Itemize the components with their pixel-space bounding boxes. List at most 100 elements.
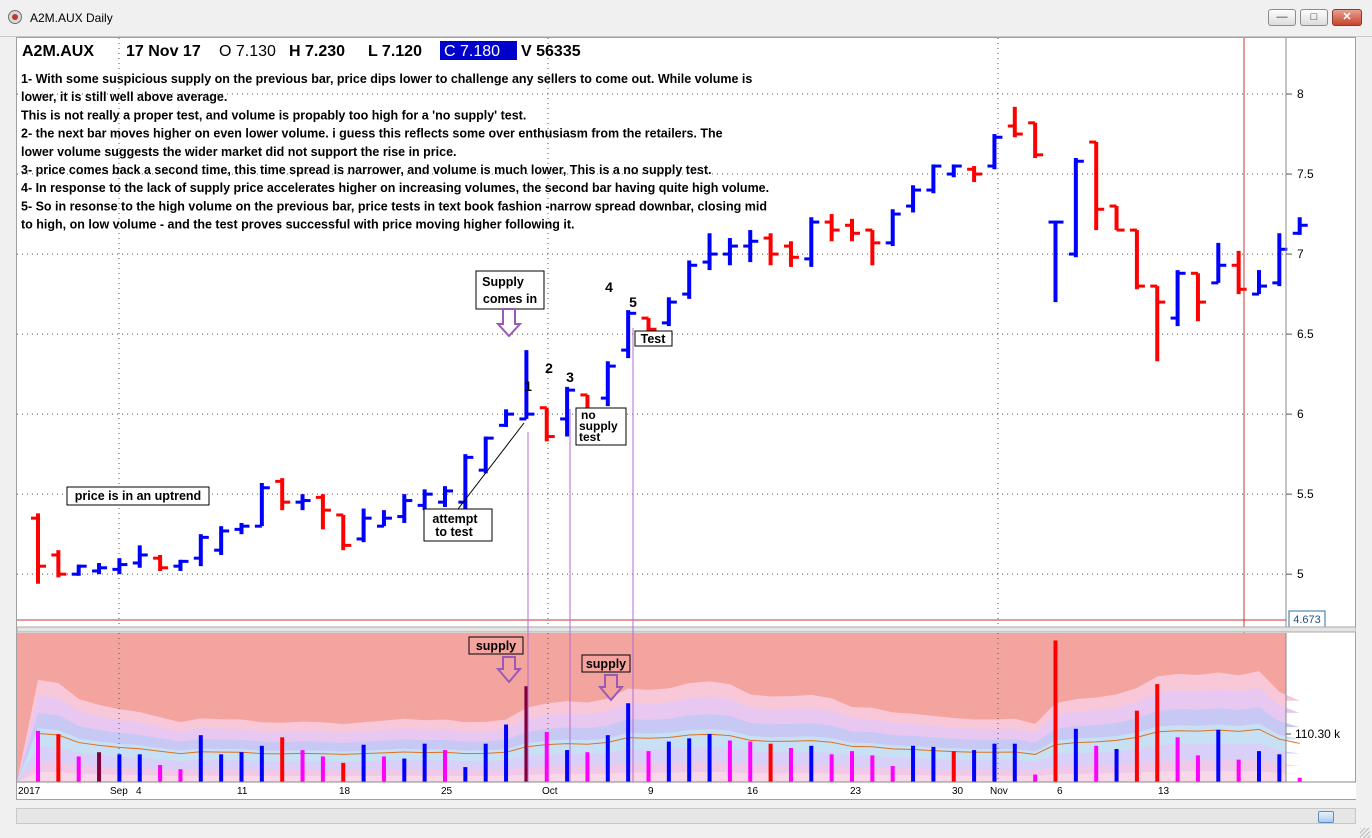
volume-bar [56,734,61,782]
ohlc-bar [1068,158,1084,258]
volume-bar [1257,751,1261,782]
volume-supply-label-2: supply [586,657,626,671]
note-line: lower, it is still well above average. [21,90,227,104]
ohlc-bar [661,297,677,327]
volume-bar [788,747,793,782]
ohlc-bar [1028,121,1044,159]
window-title: A2M.AUX Daily [30,11,113,25]
minimize-button[interactable]: — [1268,9,1296,26]
ohlc-bar [621,310,637,359]
supply-comes-box [475,270,545,310]
ohlc-bar [1109,204,1125,232]
ohlc-bar [845,218,860,242]
volume-bar [381,756,386,782]
ohlc-bar [112,558,128,575]
volume-bar [850,751,854,782]
volume-bar [422,743,427,782]
ohlc-bar [295,494,311,511]
ohlc-bar [397,494,413,523]
ohlc-bar [1170,270,1186,327]
ohlc-bar [906,185,922,213]
note-line: 5- So in resonse to the high volume on t… [21,199,767,213]
volume-bar [97,752,102,782]
window-titlebar: A2M.AUX Daily — □ ✕ [0,0,1372,37]
volume-bar [1155,684,1160,782]
volume-bar [158,764,163,782]
volume-bar [1134,710,1139,782]
ohlc-bar [1211,242,1227,285]
maximize-button[interactable]: □ [1300,9,1328,26]
x-label: 13 [1158,786,1170,797]
price-tick-label: 5 [1297,567,1304,581]
ohlc-bar [702,233,718,271]
panel-splitter[interactable] [16,626,1356,633]
ohlc-bar [71,564,87,576]
ohlc-bar [1292,217,1308,235]
volume-bar [219,754,224,782]
volume-bar [1114,749,1119,782]
ohlc-bar [539,406,555,442]
ohlc-bar [1129,228,1145,290]
ohlc-bar [600,361,616,407]
ohlc-bar [560,386,576,437]
ohlc-bar [173,559,189,571]
x-label: 9 [648,786,654,797]
volume-bar [829,754,834,782]
ohlc-bar [1231,250,1247,295]
price-tick-label: 5.5 [1297,487,1314,501]
volume-bar [585,752,590,782]
volume-bar [504,724,509,782]
volume-bar [239,752,244,782]
volume-bar [870,755,875,782]
close-button[interactable]: ✕ [1332,9,1362,26]
volume-bar [361,744,366,782]
ohlc-bar [275,478,291,511]
ohlc-bar [438,486,453,507]
volume-bar [36,730,40,782]
resize-grip-icon[interactable] [1360,828,1370,838]
volume-bar [320,756,325,782]
horizontal-scrollbar[interactable] [0,804,1372,838]
x-label: 18 [339,786,351,797]
quote-date: 17 Nov 17 [126,43,201,60]
scroll-track[interactable] [16,808,1356,824]
price-bars [31,106,1308,584]
ohlc-bar [31,513,46,584]
volume-bar [687,738,692,782]
note-line: 2- the next bar moves higher on even low… [21,127,723,141]
volume-bar [544,731,549,782]
ohlc-bar [153,554,169,571]
marker-3: 3 [566,369,574,385]
app-icon [8,10,22,24]
volume-bar [483,743,488,782]
volume-bar [1236,759,1241,782]
ohlc-bar [417,489,433,511]
attempt-box [423,508,493,542]
ohlc-bar [987,134,1003,170]
volume-bar [1094,745,1099,782]
ohlc-bar [234,522,250,535]
x-label: 11 [237,786,248,797]
volume-bar [76,756,81,782]
volume-bar [748,741,753,782]
ohlc-bar [478,436,494,474]
note-line: 4- In response to the lack of supply pri… [21,181,769,195]
supply-comes-arrow-icon [495,308,523,338]
no-supply-label-3: test [579,430,600,444]
test-label: Test [641,332,667,346]
volume-bar [972,750,977,782]
quote-symbol: A2M.AUX [22,43,94,60]
volume-average-line [37,728,1300,755]
ohlc-bar [682,260,698,299]
supply-comes-label-1: Supply [482,275,524,289]
x-label: 25 [441,786,453,797]
volume-bar [402,758,407,782]
scroll-thumb[interactable] [1318,811,1334,823]
x-label: 6 [1057,786,1063,797]
ohlc-bar [1252,270,1267,296]
price-volume-chart[interactable]: 8 7.5 7 6.5 6 5.5 5 4.673 A2M.AUX 17 Nov 17 O … [16,37,1356,800]
volume-band [17,770,1300,782]
no-supply-label-2: supply [579,419,618,433]
volume-bar [1277,754,1282,782]
volume-bar [524,686,529,782]
